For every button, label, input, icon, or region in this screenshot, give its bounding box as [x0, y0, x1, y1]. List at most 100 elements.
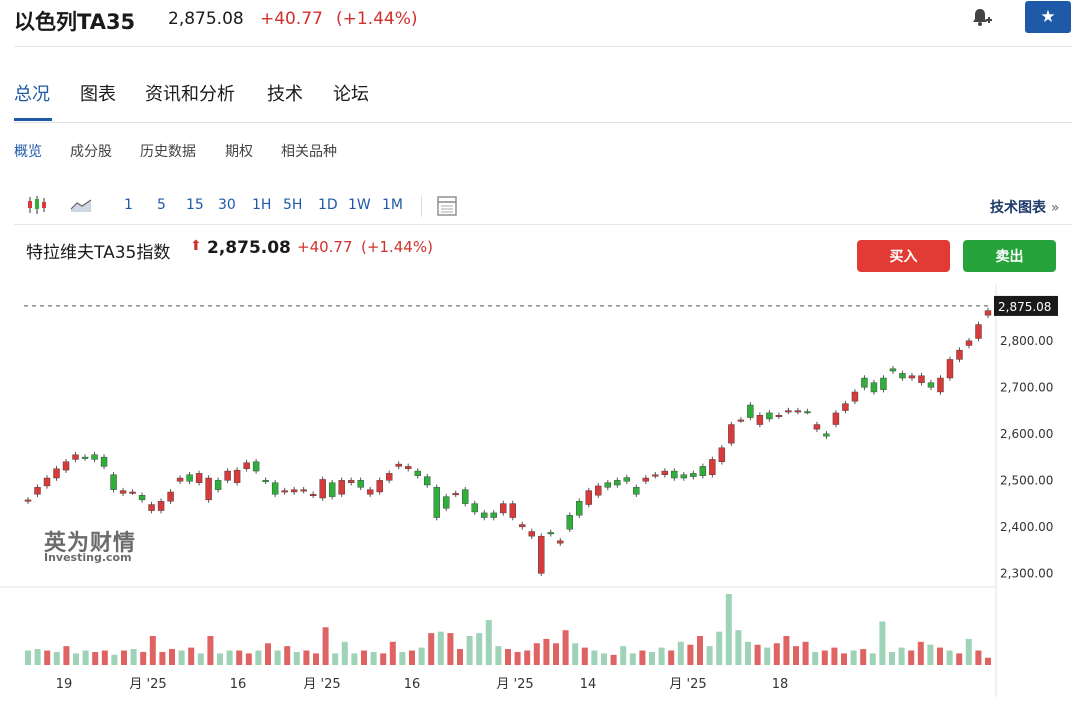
candle-body: [366, 489, 374, 495]
timeframe-15m[interactable]: 15: [186, 197, 204, 213]
candle-body: [861, 377, 868, 388]
header-change: +40.77: [260, 9, 323, 29]
candle-body: [91, 454, 98, 460]
candle-body: [690, 473, 697, 477]
volume-bar: [44, 650, 51, 665]
y-tick-label: 2,600.00: [1000, 427, 1053, 441]
candle-body: [167, 491, 174, 502]
volume-bar: [783, 636, 790, 665]
volume-bar: [677, 641, 684, 665]
candle-body: [918, 375, 925, 383]
volume-bar: [841, 653, 847, 665]
candle-body: [338, 480, 345, 495]
candle-body: [385, 473, 393, 481]
instrument-price: 2,875.08: [207, 238, 291, 258]
table-view-icon[interactable]: [437, 196, 457, 220]
candle-body: [585, 490, 592, 505]
volume-bar: [303, 650, 310, 665]
x-tick-label: 月 '25: [669, 677, 706, 692]
subtab-historical-data[interactable]: 历史数据: [140, 144, 196, 160]
candle-body: [766, 412, 773, 420]
watchlist-star-button[interactable]: ★: [1025, 1, 1071, 33]
header-change-pct: (+1.44%): [336, 9, 418, 29]
header-price: 2,875.08: [168, 9, 244, 29]
candle-body: [661, 470, 669, 475]
sell-button[interactable]: 卖出: [963, 240, 1056, 272]
timeframe-5h[interactable]: 5H: [283, 197, 303, 213]
volume-bar: [908, 650, 915, 665]
tab-chart[interactable]: 图表: [80, 84, 116, 105]
tab-technical[interactable]: 技术: [267, 84, 303, 105]
volume-bar: [869, 653, 876, 665]
volume-bar: [937, 647, 943, 665]
candle-body: [832, 412, 840, 425]
price-chart[interactable]: 2,300.00 2,400.00 2,500.00 2,600.00 2,700.00…: [0, 285, 1078, 701]
area-chart-icon[interactable]: [70, 197, 92, 217]
header-divider: [14, 46, 1072, 47]
subtab-components[interactable]: 成分股: [70, 144, 112, 160]
volume-bar: [687, 644, 694, 665]
volume-bar: [985, 657, 991, 665]
candle-body: [547, 532, 554, 535]
volume-bar: [831, 647, 838, 665]
timeframe-1mo[interactable]: 1M: [382, 197, 403, 213]
candle-body: [233, 469, 241, 483]
candle-body: [851, 391, 859, 402]
candle-body: [129, 491, 136, 494]
volume-bar: [169, 649, 175, 665]
tab-overview[interactable]: 总况: [14, 84, 50, 105]
candle-body: [100, 456, 108, 467]
volume-bar: [485, 620, 492, 665]
technical-chart-label: 技术图表: [990, 200, 1046, 216]
candle-body: [157, 501, 165, 511]
timeframe-30m[interactable]: 30: [218, 197, 236, 213]
volume-bar: [591, 650, 598, 665]
volume-bar: [188, 647, 195, 665]
volume-bar: [313, 653, 319, 665]
candle-body: [357, 480, 364, 488]
candle-body: [747, 404, 754, 418]
volume-bar: [274, 650, 281, 665]
timeframe-1h[interactable]: 1H: [252, 197, 272, 213]
candle-body: [984, 310, 992, 316]
volume-bar: [361, 650, 367, 665]
volume-bar: [476, 633, 483, 665]
instrument-title: 以色列TA35: [14, 10, 136, 34]
timeframe-1w[interactable]: 1W: [348, 197, 371, 213]
candle-body: [148, 504, 155, 511]
bell-plus-icon[interactable]: [970, 6, 992, 28]
timeframe-5m[interactable]: 5: [157, 197, 166, 213]
candle-body: [205, 477, 212, 501]
candle-body: [899, 373, 906, 379]
technical-chart-link[interactable]: 技术图表 »: [990, 197, 1059, 217]
timeframe-1m[interactable]: 1: [124, 197, 133, 213]
toolbar-divider: [14, 224, 1072, 225]
volume-bar: [802, 641, 809, 665]
buy-button[interactable]: 买入: [857, 240, 950, 272]
candle-body: [490, 512, 497, 518]
candle-body: [842, 403, 849, 411]
subtab-related[interactable]: 相关品种: [281, 144, 337, 160]
volume-bar: [860, 649, 867, 665]
candle-body: [376, 480, 383, 493]
timeframe-1d[interactable]: 1D: [318, 197, 338, 213]
volume-bar: [975, 650, 982, 665]
volume-bar: [34, 649, 41, 665]
candle-body: [785, 410, 792, 413]
candle-body: [281, 490, 288, 493]
volume-bar: [82, 650, 89, 665]
subtab-options[interactable]: 期权: [225, 144, 253, 160]
volume-bar: [524, 650, 531, 665]
volume-bar: [879, 621, 886, 665]
tab-forum[interactable]: 论坛: [333, 84, 369, 105]
candle-body: [471, 503, 478, 513]
volume-bar: [745, 641, 751, 665]
volume-bar: [101, 650, 108, 665]
subtab-summary[interactable]: 概览: [14, 144, 42, 160]
tab-news-analysis[interactable]: 资讯和分析: [145, 84, 235, 105]
candle-body: [519, 524, 526, 528]
volume-bar: [428, 633, 435, 665]
volume-bar: [697, 636, 703, 665]
volume-bar: [735, 630, 742, 665]
candlestick-icon[interactable]: [26, 195, 48, 219]
